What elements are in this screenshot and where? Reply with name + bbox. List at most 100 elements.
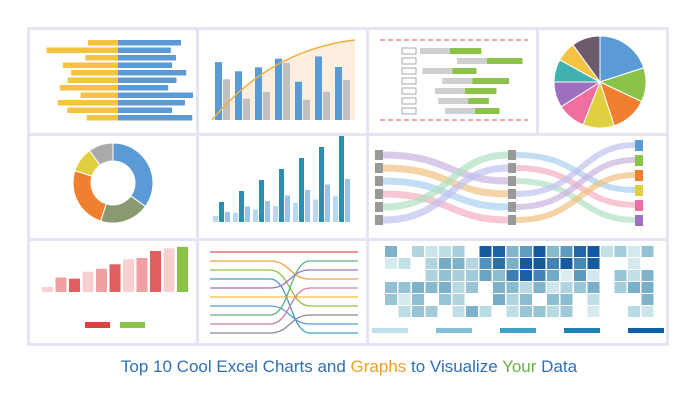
- title-part: Graphs: [351, 357, 407, 376]
- deco-bar: [442, 78, 473, 84]
- deco-cell: [425, 270, 438, 281]
- deco-cell: [452, 294, 465, 305]
- deco-bar: [295, 81, 302, 120]
- deco-cell: [560, 282, 573, 293]
- deco-bar: [500, 328, 536, 333]
- deco-node: [635, 185, 643, 196]
- deco-cell: [533, 306, 546, 317]
- deco-bar: [253, 209, 258, 222]
- deco-bar: [85, 322, 110, 328]
- deco-bar: [109, 264, 121, 292]
- deco-box: [401, 97, 417, 105]
- deco-bar: [464, 88, 497, 94]
- deco-cell: [452, 258, 465, 269]
- deco-cell: [506, 246, 519, 257]
- deco-cell: [520, 306, 532, 317]
- deco-node: [635, 155, 643, 166]
- deco-bar: [57, 100, 118, 106]
- title-part: Data: [536, 357, 577, 376]
- deco-cell: [547, 294, 559, 305]
- deco-line: [210, 269, 358, 289]
- deco-cell: [425, 246, 438, 257]
- deco-bar: [118, 115, 193, 121]
- deco-bar: [118, 85, 169, 91]
- deco-bar: [80, 92, 118, 98]
- deco-cell: [587, 246, 600, 257]
- deco-bar: [315, 56, 322, 120]
- deco-cell: [601, 246, 613, 257]
- deco-cell: [439, 270, 451, 281]
- deco-bar: [69, 278, 80, 292]
- deco-cell: [452, 246, 465, 257]
- deco-bar: [445, 108, 476, 114]
- deco-bar: [213, 216, 218, 222]
- deco-bar: [273, 206, 278, 222]
- deco-cell: [587, 282, 600, 293]
- deco-cell: [628, 306, 640, 317]
- deco-cell: [452, 270, 465, 281]
- deco-cell: [506, 306, 519, 317]
- deco-bar: [259, 180, 264, 222]
- deco-cell: [547, 258, 559, 269]
- deco-cell: [574, 258, 586, 269]
- deco-cell: [560, 270, 573, 281]
- deco-cell: [628, 246, 640, 257]
- deco-cell: [628, 258, 640, 269]
- deco-cell: [614, 282, 627, 293]
- deco-bar: [150, 250, 161, 292]
- deco-bar: [325, 184, 330, 222]
- deco-cell: [587, 270, 600, 281]
- deco-bar: [285, 195, 290, 222]
- panels: [30, 30, 666, 343]
- deco-node: [635, 200, 643, 211]
- deco-cell: [466, 282, 478, 293]
- deco-bar: [118, 77, 177, 83]
- deco-cell: [560, 306, 573, 317]
- deco-cell: [412, 294, 424, 305]
- deco-cell: [452, 282, 465, 293]
- deco-cell: [479, 306, 492, 317]
- deco-box: [401, 57, 417, 65]
- deco-cell: [533, 246, 546, 257]
- deco-cell: [493, 294, 505, 305]
- deco-bar: [96, 268, 107, 292]
- deco-bar: [303, 99, 310, 120]
- deco-cell: [547, 270, 559, 281]
- deco-cell: [466, 270, 478, 281]
- deco-cell: [614, 270, 627, 281]
- deco-bar: [86, 115, 118, 121]
- deco-bar: [420, 48, 450, 54]
- deco-cell: [560, 258, 573, 269]
- deco-node: [508, 202, 516, 212]
- deco-bar: [452, 68, 477, 74]
- deco-bar: [456, 58, 487, 64]
- deco-cell: [398, 306, 411, 317]
- deco-cell: [533, 258, 546, 269]
- deco-node: [375, 176, 383, 186]
- deco-bar: [235, 71, 242, 120]
- deco-cell: [520, 258, 532, 269]
- deco-slice: [88, 142, 114, 166]
- panel: [199, 241, 366, 343]
- deco-bar: [118, 107, 172, 113]
- deco-bar: [450, 48, 482, 54]
- deco-bar: [71, 70, 118, 76]
- deco-node: [375, 215, 383, 225]
- deco-bar: [118, 62, 173, 68]
- deco-bar: [335, 66, 342, 120]
- deco-bar: [62, 62, 118, 68]
- deco-cell: [385, 282, 397, 293]
- deco-bar: [219, 202, 224, 222]
- deco-bar: [67, 107, 118, 113]
- deco-cell: [425, 258, 438, 269]
- deco-bar: [233, 212, 238, 222]
- deco-slice: [599, 35, 645, 83]
- deco-bar: [85, 55, 118, 61]
- deco-bar: [177, 246, 188, 292]
- deco-cell: [641, 246, 654, 257]
- deco-bar: [305, 190, 310, 222]
- title: Top 10 Cool Excel Charts and Graphs to V…: [121, 357, 578, 376]
- deco-bar: [67, 77, 118, 83]
- deco-cell: [493, 246, 505, 257]
